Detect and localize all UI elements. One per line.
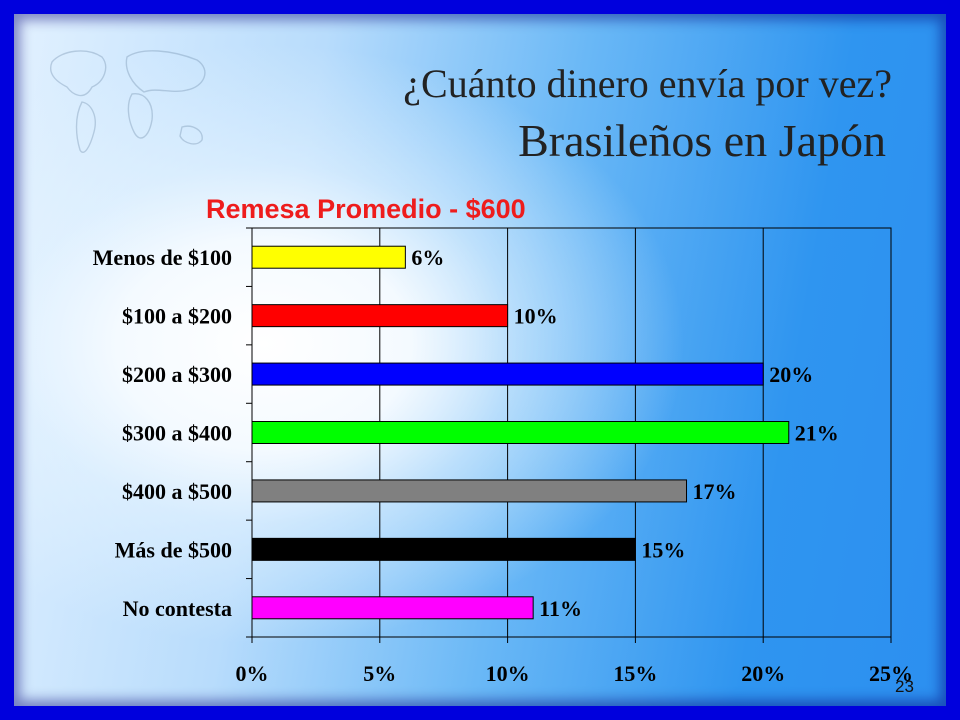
value-label-5: 15%: [641, 537, 685, 562]
bar-chart: 0% 5% 10% 15% 20% 25% Menos de $100 6% $100 a $2…: [93, 227, 913, 686]
bar-1: [251, 304, 509, 328]
category-label-5: Más de $500: [115, 537, 232, 562]
value-label-4: 17%: [693, 479, 737, 504]
bar-2: [251, 362, 764, 386]
value-label-2: 20%: [769, 362, 813, 387]
bar-6: [251, 596, 534, 620]
category-label-6: No contesta: [123, 596, 232, 621]
category-label-2: $200 a $300: [122, 362, 232, 387]
bar-4: [251, 479, 688, 503]
bar-5: [251, 537, 636, 561]
x-tick-label-4: 20%: [741, 661, 785, 686]
page-number: 23: [895, 677, 914, 696]
x-tick-label-5: 25%: [869, 661, 913, 686]
category-label-0: Menos de $100: [93, 245, 232, 270]
value-label-1: 10%: [514, 304, 558, 329]
category-label-4: $400 a $500: [122, 479, 232, 504]
value-label-0: 6%: [411, 245, 444, 270]
value-label-6: 11%: [539, 596, 582, 621]
category-label-3: $300 a $400: [122, 421, 232, 446]
x-tick-label-2: 10%: [486, 661, 530, 686]
world-map-watermark: [50, 50, 206, 153]
bar-0: [251, 245, 406, 269]
slide-title-question: ¿Cuánto dinero envía por vez?: [403, 61, 892, 106]
chart-title: Remesa Promedio - $600: [206, 194, 526, 224]
slide-title-group: Brasileños en Japón: [518, 115, 886, 166]
x-tick-label-1: 5%: [363, 661, 396, 686]
value-label-3: 21%: [795, 421, 839, 446]
category-label-1: $100 a $200: [122, 304, 232, 329]
bar-3: [251, 421, 790, 444]
x-tick-label-3: 15%: [613, 661, 657, 686]
x-tick-label-0: 0%: [236, 661, 269, 686]
